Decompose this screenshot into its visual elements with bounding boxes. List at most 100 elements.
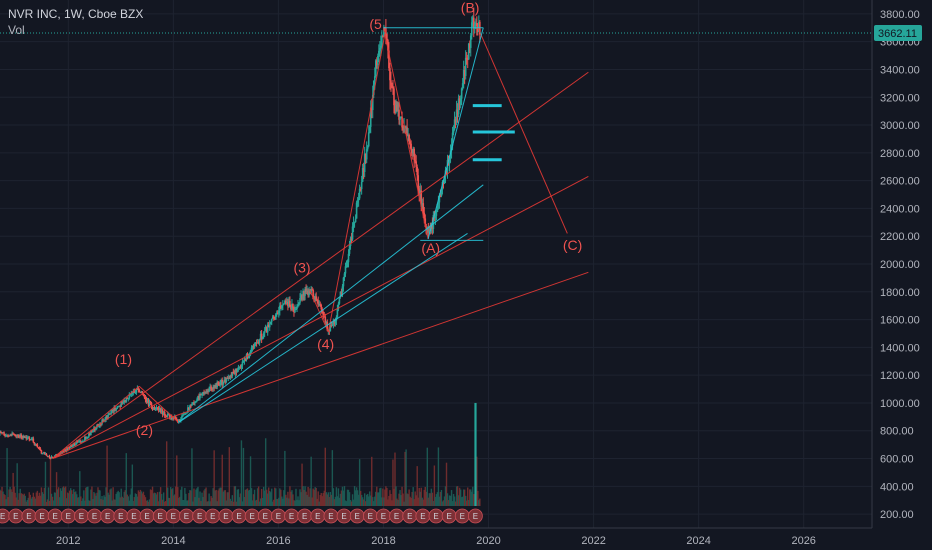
candle-body <box>197 395 199 400</box>
candle-body <box>105 416 107 420</box>
candle-body <box>217 382 220 385</box>
volume-bar <box>305 491 307 506</box>
volume-bar <box>277 499 279 506</box>
volume-bar <box>324 447 326 506</box>
candle-body <box>267 324 270 328</box>
volume-bar <box>367 493 369 506</box>
volume-bar <box>392 459 394 506</box>
volume-bar <box>415 495 417 506</box>
volume-bar <box>401 486 403 506</box>
earnings-marker-label: E <box>315 512 320 521</box>
candle-body <box>192 402 194 405</box>
candle-body <box>293 307 295 313</box>
volume-bar <box>374 496 376 506</box>
volume-bar <box>261 497 264 506</box>
candle-body <box>173 416 176 419</box>
symbol-title[interactable]: NVR INC, 1W, Cboe BZX <box>8 7 144 21</box>
volume-bar <box>218 488 220 506</box>
volume-bar <box>154 493 157 506</box>
volume-bar <box>127 496 129 506</box>
volume-bar <box>371 456 373 506</box>
volume-bar <box>63 487 66 506</box>
volume-bar <box>451 501 454 506</box>
volume-bar <box>169 498 171 506</box>
volume-bar <box>283 490 285 506</box>
y-tick-label: 3200.00 <box>880 92 920 104</box>
candle-body <box>151 406 154 409</box>
earnings-marker-label: E <box>171 512 176 521</box>
volume-bar <box>303 489 305 506</box>
candle-body <box>334 320 337 324</box>
volume-bar <box>59 488 62 506</box>
volume-bar <box>24 495 26 506</box>
candle-body <box>338 297 341 304</box>
price-axis[interactable]: 200.00 400.00 600.00 800.00 1000.00 1200.00 14… <box>871 0 932 550</box>
candle-body <box>213 386 215 389</box>
volume-bar <box>153 492 156 506</box>
volume-bar <box>435 494 438 506</box>
volume-bar <box>212 488 214 506</box>
volume-bar <box>75 491 77 506</box>
volume-bar <box>206 501 208 506</box>
volume-bar <box>447 500 450 506</box>
candle-body <box>273 318 276 320</box>
volume-bar <box>441 501 444 506</box>
candle-body <box>132 391 135 393</box>
candle-body <box>303 290 305 296</box>
candle-body <box>76 441 79 443</box>
candle-body <box>347 253 350 263</box>
volume-bar <box>412 487 414 506</box>
candle-body <box>387 40 389 51</box>
volume-bar <box>247 490 250 506</box>
volume-bar <box>215 489 217 506</box>
volume-bar <box>134 493 137 506</box>
volume-bar <box>188 493 190 506</box>
time-axis[interactable]: 2012 2014 2016 2018 2020 2022 2024 2026 <box>0 527 932 550</box>
volume-bar <box>168 497 170 506</box>
candle-body <box>420 190 423 207</box>
candle-body <box>314 296 316 302</box>
candle-body <box>158 408 161 411</box>
grid <box>0 0 872 528</box>
candle-body <box>352 222 355 227</box>
candle-body <box>380 45 382 48</box>
red-fan-line-mid <box>52 176 589 459</box>
volume-bar <box>104 496 106 506</box>
volume-label[interactable]: Vol <box>8 23 25 37</box>
volume-bar <box>196 488 198 506</box>
y-tick-label: 1800.00 <box>880 287 920 299</box>
candle-body <box>85 436 87 438</box>
y-tick-label: 200.00 <box>880 509 914 521</box>
candle-body <box>219 382 222 386</box>
volume-bar <box>58 497 61 506</box>
candle-body <box>4 435 6 437</box>
volume-bar <box>300 492 302 506</box>
candle-body <box>20 434 23 438</box>
volume-bar <box>337 488 340 506</box>
candle-body <box>361 168 364 182</box>
earnings-marker[interactable] <box>467 508 483 524</box>
earnings-marker-label: E <box>52 512 57 521</box>
wave-label: (A) <box>421 240 440 256</box>
volume-bar <box>32 492 35 506</box>
y-tick-label: 3400.00 <box>880 64 920 76</box>
candle-body <box>287 301 289 307</box>
volume-bar <box>293 500 295 506</box>
candle-body <box>282 304 284 306</box>
volume-bar <box>405 449 407 506</box>
volume-bar <box>60 490 63 506</box>
volume-bar <box>121 496 123 506</box>
volume-bar <box>7 497 9 506</box>
candle-body <box>144 397 147 400</box>
volume-bar <box>356 490 359 506</box>
earnings-marker-label: E <box>66 512 71 521</box>
volume-bar <box>141 493 144 506</box>
volume-bar <box>135 494 138 506</box>
volume-bar <box>308 496 310 506</box>
volume-bar <box>73 489 75 506</box>
wave-label: (B) <box>461 0 480 16</box>
candle-body <box>81 441 83 443</box>
candle-body <box>252 345 255 348</box>
